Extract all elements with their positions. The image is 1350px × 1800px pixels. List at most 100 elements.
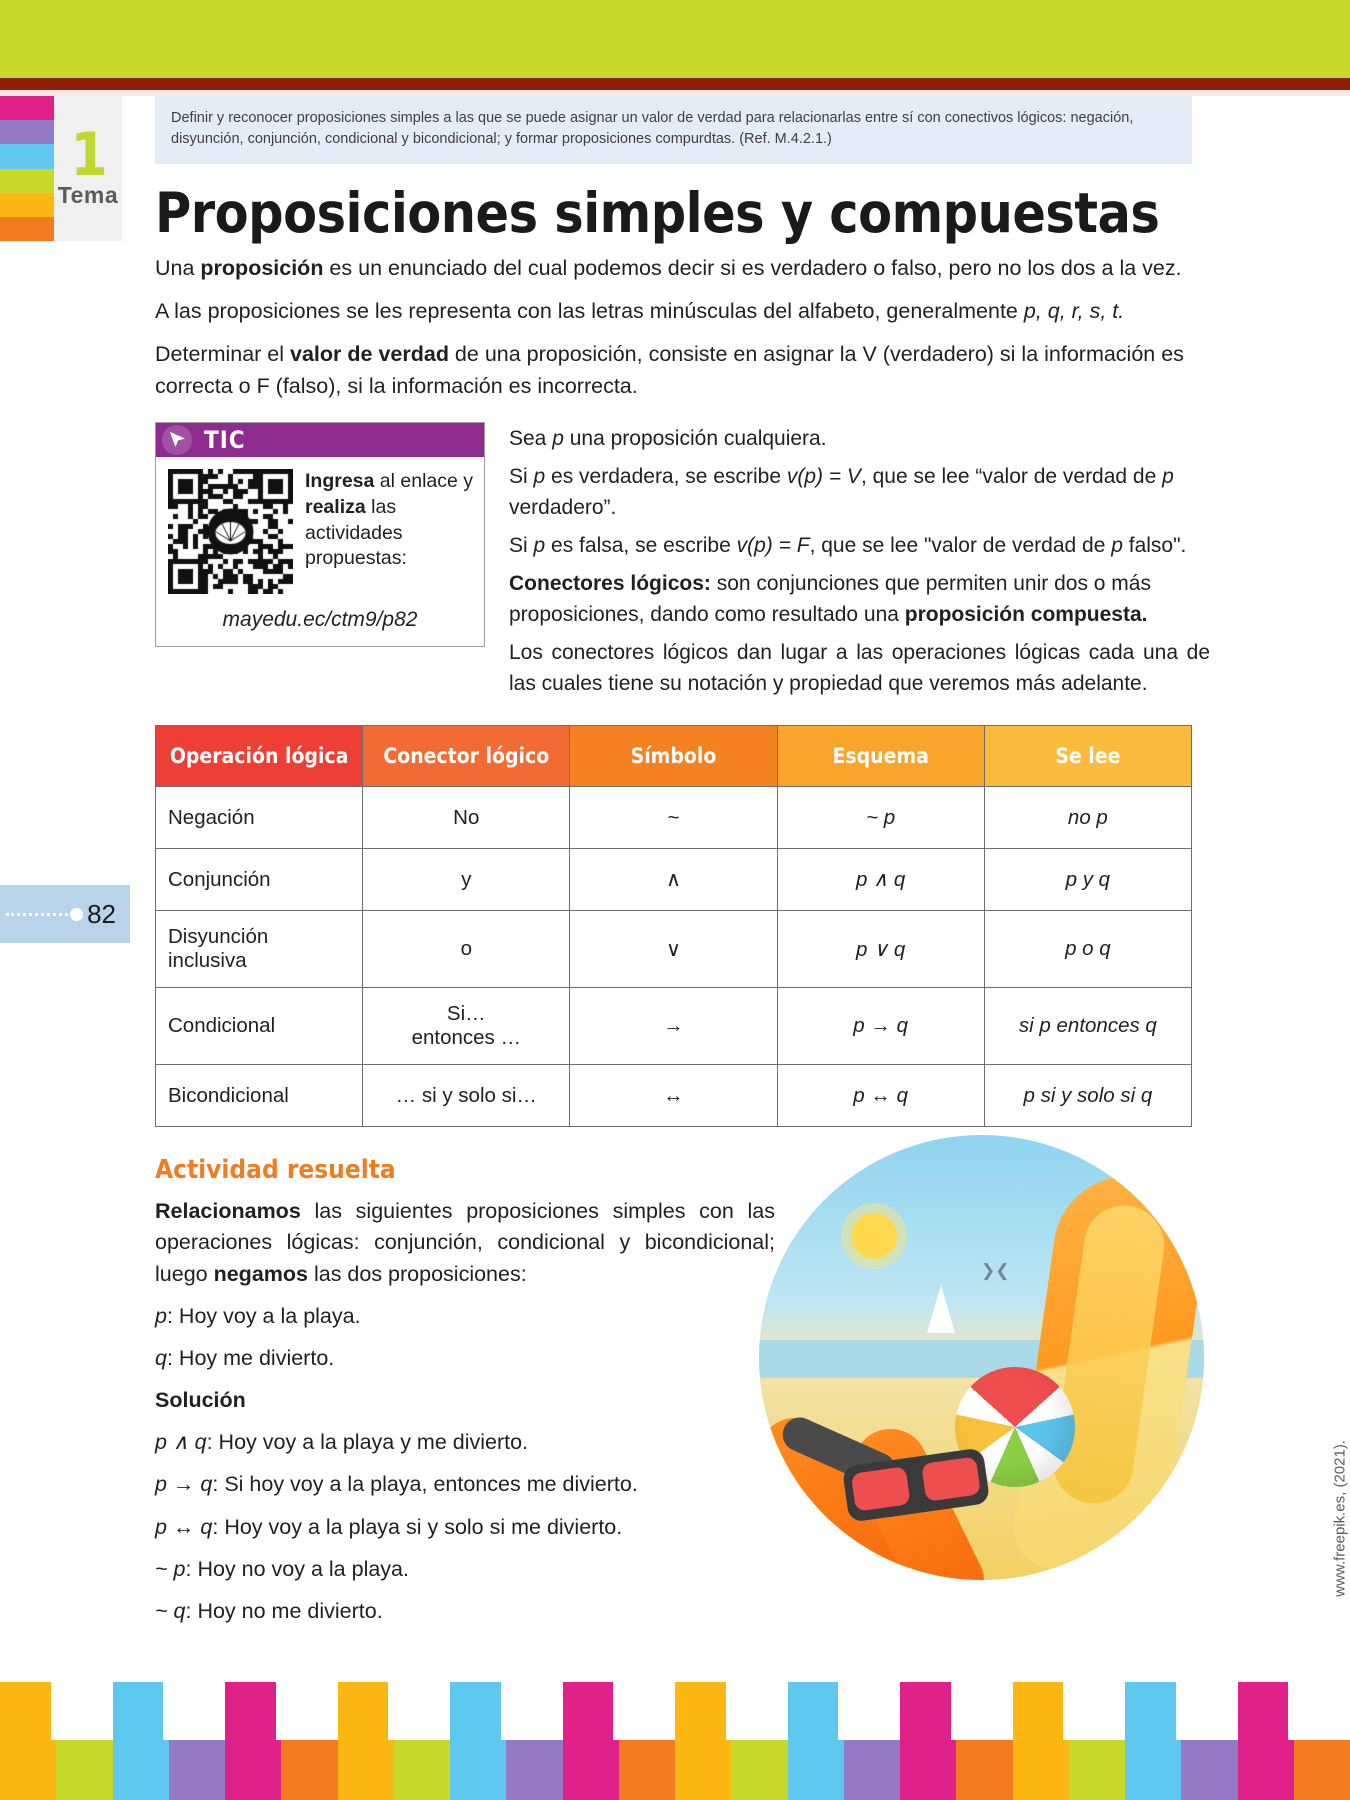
table-row: Condicional Si… entonces … → p → q si p enton… <box>154 987 1193 1066</box>
def2-var2: p <box>1162 465 1174 489</box>
solution-line: ~ p: Hoy no voy a la playa. <box>155 1554 775 1585</box>
solution-text: : Hoy no me divierto. <box>185 1598 383 1623</box>
activity-intro-b: las siguientes proposiciones simples con… <box>155 1199 775 1286</box>
bottom-short-bar-1 <box>56 1740 113 1800</box>
def3-var1: p <box>533 534 546 558</box>
tic-body: Ingresa al enlace y realiza las activida… <box>156 457 484 598</box>
column-header-selee: Se lee <box>983 725 1193 788</box>
tic-url[interactable]: mayedu.ec/ctm9/p82 <box>222 607 418 631</box>
solution-line: p ↔ q: Hoy voy a la playa si y solo si m… <box>155 1512 775 1543</box>
cell-selee: p y q <box>983 848 1193 912</box>
objective-box: Definir y reconocer proposiciones simple… <box>155 96 1192 165</box>
cell-conector: … si y solo si… <box>362 1064 571 1128</box>
column-header-simbolo: Símbolo <box>569 725 778 788</box>
cell-operacion: Bicondicional <box>154 1064 364 1128</box>
def4-term: Conectores lógicos: <box>509 572 711 596</box>
tema-stripe-0 <box>0 96 54 121</box>
cell-esquema: p ∧ q <box>776 848 985 912</box>
bottom-tall-bar-6 <box>675 1682 726 1800</box>
cell-operacion: Disyunción inclusiva <box>154 910 364 989</box>
cell-simbolo: ~ <box>569 786 778 850</box>
objective-text: Definir y reconocer proposiciones simple… <box>171 110 1134 148</box>
table-header-row: Operación lógica Conector lógico Símbolo… <box>154 725 1193 788</box>
bottom-tall-bar-4 <box>450 1682 501 1800</box>
tema-number: 1 <box>70 120 108 191</box>
bottom-short-bar-7 <box>393 1740 450 1800</box>
intro-paragraph-1: Una proposición es un enunciado del cual… <box>155 253 1210 284</box>
bottom-tall-bar-7 <box>787 1682 839 1800</box>
intro-p2-a: A las proposiciones se les representa co… <box>155 299 1024 324</box>
page-dotted-rule <box>6 912 69 916</box>
page-number: 82 <box>87 898 116 929</box>
tic-word-ingresa: Ingresa <box>305 469 375 492</box>
proposition-p-symbol: p <box>155 1303 167 1328</box>
bottom-short-bar-21 <box>1181 1740 1238 1800</box>
page-bullet-dot <box>70 907 84 921</box>
solution-symbol: ~ q <box>155 1598 186 1623</box>
column-header-operacion: Operación lógica <box>154 725 364 788</box>
cursor-arrow-icon <box>162 424 192 455</box>
tic-word-realiza: realiza <box>305 495 366 518</box>
def3-g: falso". <box>1122 534 1187 558</box>
tema-stripe-1 <box>0 120 54 145</box>
cell-operacion: Condicional <box>154 987 364 1066</box>
solution-symbol: p → q <box>155 1472 213 1497</box>
proposition-q-symbol: q <box>155 1345 167 1370</box>
beach-surfboard-illustration: ❯❮ <box>759 1135 1204 1581</box>
tic-text-4: las actividades propuestas: <box>305 495 407 570</box>
bottom-short-bar-23 <box>1293 1740 1350 1800</box>
def2-c: es verdadera, se escribe <box>545 465 787 489</box>
definition-2: Si p es verdadera, se escribe v(p) = V, … <box>509 462 1210 523</box>
tema-stripe-2 <box>0 144 54 169</box>
solution-line: p → q: Si hoy voy a la playa, entonces m… <box>155 1469 775 1500</box>
intro-p1-c: es un enunciado del cual podemos decir s… <box>323 256 1182 281</box>
cell-simbolo: ∧ <box>569 848 778 912</box>
solution-text: : Hoy voy a la playa si y solo si me div… <box>212 1514 623 1539</box>
bottom-short-bar-11 <box>618 1740 675 1800</box>
tema-badge: 1 Tema <box>0 96 122 242</box>
bottom-short-bar-19 <box>1068 1740 1125 1800</box>
activity-section: ❯❮ Actividad resuelta Relacionamos las s… <box>155 1135 1204 1627</box>
intro-p2-letters: p, q, r, s, t. <box>1023 299 1125 324</box>
logic-operations-table: Operación lógica Conector lógico Símbolo… <box>154 725 1193 1128</box>
solution-symbol: p ∧ q <box>155 1430 207 1455</box>
def4-b: son conjunciones que permiten unir dos o… <box>509 572 1151 626</box>
bottom-tall-bar-1 <box>112 1682 164 1800</box>
intro-paragraph-2: A las proposiciones se les representa co… <box>155 296 1210 327</box>
definition-1: Sea p una proposición cualquiera. <box>509 424 1210 454</box>
cell-conector: Si… entonces … <box>362 987 571 1066</box>
qr-code-image[interactable] <box>168 468 293 594</box>
def3-var2: p <box>1111 534 1123 558</box>
proposition-q-text: : Hoy me divierto. <box>166 1345 335 1370</box>
def2-formula: v(p) = V <box>786 465 861 489</box>
def3-formula: v(p) = F <box>736 534 810 558</box>
solution-text: : Si hoy voy a la playa, entonces me div… <box>212 1472 638 1497</box>
bird-icon: ❯❮ <box>981 1261 1010 1281</box>
activity-title: Actividad resuelta <box>155 1155 396 1186</box>
tema-stripe-4 <box>0 192 54 217</box>
bottom-tall-bar-11 <box>1237 1682 1289 1800</box>
cell-selee: p o q <box>983 910 1193 989</box>
top-rule-band <box>0 78 1350 90</box>
tic-box[interactable]: TIC Ingresa al enlace y realiza las acti… <box>155 421 485 647</box>
cell-simbolo: → <box>569 987 778 1066</box>
def1-c: una proposición cualquiera. <box>563 426 827 450</box>
activity-intro: Relacionamos las siguientes proposicione… <box>155 1196 775 1290</box>
def3-a: Si <box>509 534 534 558</box>
bottom-short-bar-13 <box>731 1740 788 1800</box>
def1-var: p <box>552 426 564 450</box>
top-gap-band <box>0 90 1350 96</box>
activity-intro-d: las dos proposiciones: <box>307 1261 527 1286</box>
solutions-list: p ∧ q: Hoy voy a la playa y me divierto.… <box>155 1427 775 1627</box>
proposition-q: q: Hoy me divierto. <box>155 1343 775 1374</box>
bottom-tall-bars <box>0 1682 1350 1800</box>
bottom-short-bar-3 <box>168 1740 225 1800</box>
cell-conector: y <box>362 848 571 912</box>
def2-var1: p <box>533 465 546 489</box>
definition-5: Los conectores lógicos dan lugar a las o… <box>509 641 1210 695</box>
sailboat-icon <box>927 1285 955 1334</box>
cell-selee: no p <box>983 786 1193 850</box>
definition-4: Conectores lógicos: son conjunciones que… <box>509 569 1210 630</box>
